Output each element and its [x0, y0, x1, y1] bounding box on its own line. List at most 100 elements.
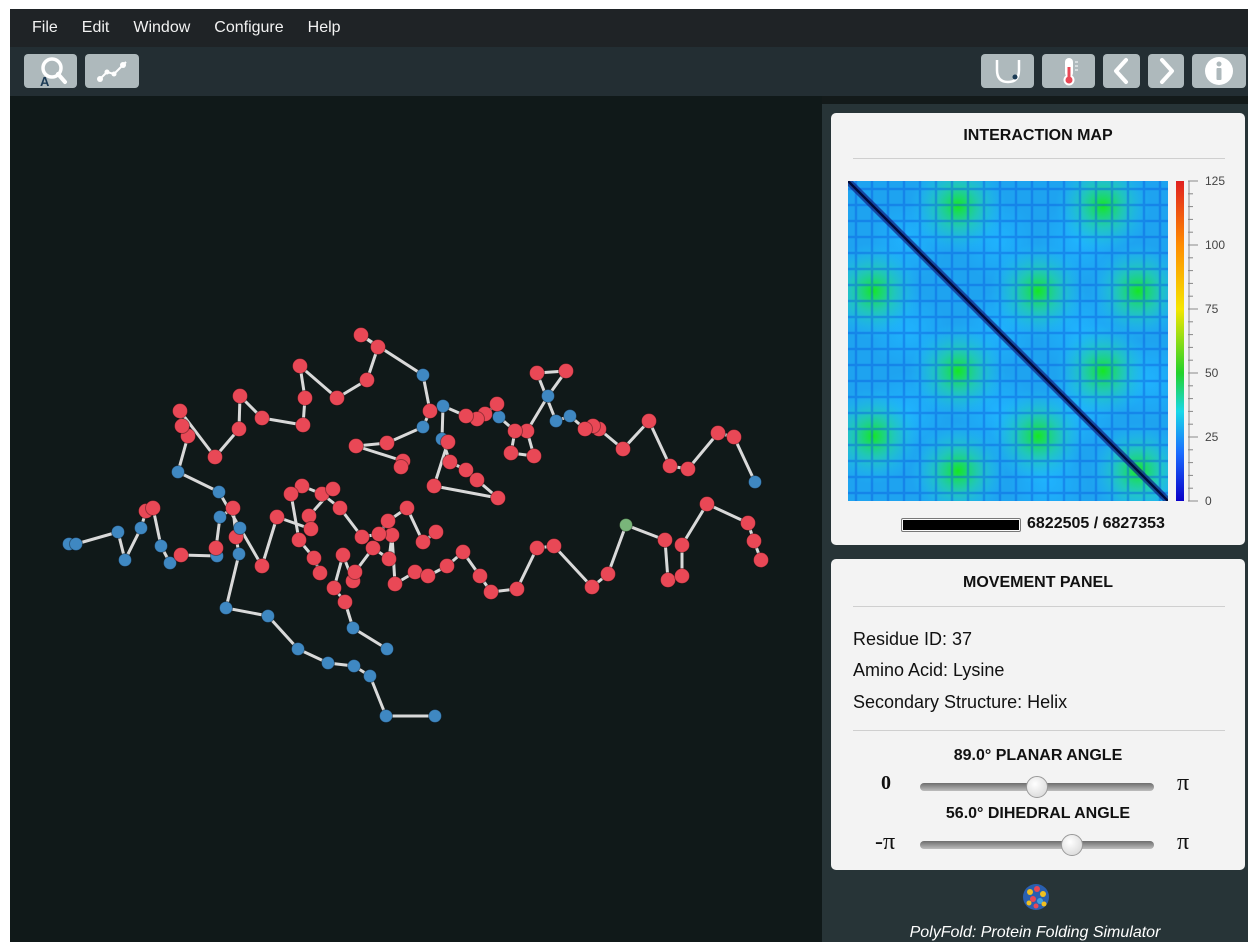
- residue-atom[interactable]: [154, 539, 168, 553]
- temperature-button[interactable]: [1042, 54, 1095, 88]
- residue-atom[interactable]: [261, 609, 275, 623]
- residue-atom[interactable]: [283, 486, 299, 502]
- residue-atom[interactable]: [426, 478, 442, 494]
- residue-atom[interactable]: [232, 388, 248, 404]
- residue-atom[interactable]: [111, 525, 125, 539]
- residue-atom[interactable]: [292, 358, 308, 374]
- residue-atom[interactable]: [615, 441, 631, 457]
- residue-atom[interactable]: [354, 529, 370, 545]
- residue-atom[interactable]: [509, 581, 525, 597]
- residue-atom[interactable]: [428, 524, 444, 540]
- residue-atom[interactable]: [291, 642, 305, 656]
- residue-atom[interactable]: [231, 421, 247, 437]
- protein-viewport[interactable]: [10, 96, 822, 942]
- residue-atom[interactable]: [335, 547, 351, 563]
- residue-atom[interactable]: [416, 368, 430, 382]
- residue-atom[interactable]: [254, 410, 270, 426]
- residue-atom[interactable]: [440, 434, 456, 450]
- residue-atom[interactable]: [503, 445, 519, 461]
- menu-edit[interactable]: Edit: [81, 19, 110, 36]
- menu-file[interactable]: File: [32, 19, 58, 36]
- residue-atom[interactable]: [173, 547, 189, 563]
- residue-atom[interactable]: [680, 461, 696, 477]
- residue-atom[interactable]: [326, 580, 342, 596]
- residue-atom[interactable]: [171, 465, 185, 479]
- energy-button[interactable]: [981, 54, 1034, 88]
- planar-angle-slider-thumb[interactable]: [1026, 776, 1048, 798]
- residue-atom[interactable]: [225, 500, 241, 516]
- residue-atom[interactable]: [546, 538, 562, 554]
- residue-atom[interactable]: [558, 363, 574, 379]
- selected-residue[interactable]: [619, 518, 633, 532]
- residue-atom[interactable]: [371, 526, 387, 542]
- residue-atom[interactable]: [163, 556, 177, 570]
- residue-atom[interactable]: [577, 421, 593, 437]
- residue-atom[interactable]: [753, 552, 769, 568]
- residue-atom[interactable]: [379, 435, 395, 451]
- residue-atom[interactable]: [740, 515, 756, 531]
- residue-atom[interactable]: [297, 390, 313, 406]
- residue-atom[interactable]: [337, 594, 353, 610]
- residue-atom[interactable]: [347, 659, 361, 673]
- residue-atom[interactable]: [269, 509, 285, 525]
- residue-atom[interactable]: [442, 454, 458, 470]
- menu-window[interactable]: Window: [133, 19, 191, 36]
- residue-atom[interactable]: [306, 550, 322, 566]
- residue-atom[interactable]: [641, 413, 657, 429]
- residue-atom[interactable]: [232, 547, 246, 561]
- residue-atom[interactable]: [380, 513, 396, 529]
- residue-atom[interactable]: [370, 339, 386, 355]
- residue-atom[interactable]: [346, 621, 360, 635]
- residue-atom[interactable]: [399, 500, 415, 516]
- residue-atom[interactable]: [365, 540, 381, 556]
- residue-atom[interactable]: [469, 472, 485, 488]
- residue-atom[interactable]: [363, 669, 377, 683]
- interaction-heatmap[interactable]: [848, 181, 1168, 501]
- residue-atom[interactable]: [393, 459, 409, 475]
- residue-atom[interactable]: [492, 410, 506, 424]
- menu-configure[interactable]: Configure: [214, 19, 284, 36]
- residue-atom[interactable]: [312, 565, 328, 581]
- residue-atom[interactable]: [600, 566, 616, 582]
- residue-atom[interactable]: [233, 521, 247, 535]
- residue-atom[interactable]: [387, 576, 403, 592]
- residue-atom[interactable]: [359, 372, 375, 388]
- planar-angle-slider[interactable]: [920, 776, 1154, 798]
- show-chain-button[interactable]: [85, 54, 139, 88]
- residue-atom[interactable]: [420, 568, 436, 584]
- residue-atom[interactable]: [353, 327, 369, 343]
- residue-atom[interactable]: [145, 500, 161, 516]
- residue-atom[interactable]: [584, 579, 600, 595]
- residue-atom[interactable]: [699, 496, 715, 512]
- residue-atom[interactable]: [295, 417, 311, 433]
- residue-atom[interactable]: [69, 537, 83, 551]
- dihedral-angle-slider-thumb[interactable]: [1061, 834, 1084, 856]
- residue-atom[interactable]: [490, 490, 506, 506]
- residue-atom[interactable]: [208, 540, 224, 556]
- residue-atom[interactable]: [254, 558, 270, 574]
- residue-atom[interactable]: [660, 572, 676, 588]
- residue-atom[interactable]: [674, 537, 690, 553]
- residue-atom[interactable]: [325, 481, 341, 497]
- residue-atom[interactable]: [303, 521, 319, 537]
- residue-atom[interactable]: [529, 540, 545, 556]
- residue-atom[interactable]: [489, 396, 505, 412]
- residue-atom[interactable]: [458, 462, 474, 478]
- residue-atom[interactable]: [332, 500, 348, 516]
- previous-residue-button[interactable]: [1103, 54, 1140, 88]
- residue-atom[interactable]: [541, 389, 555, 403]
- residue-atom[interactable]: [455, 544, 471, 560]
- residue-atom[interactable]: [134, 521, 148, 535]
- residue-atom[interactable]: [118, 553, 132, 567]
- residue-atom[interactable]: [379, 709, 393, 723]
- residue-atom[interactable]: [549, 414, 563, 428]
- menu-help[interactable]: Help: [307, 19, 341, 36]
- residue-atom[interactable]: [507, 423, 523, 439]
- next-residue-button[interactable]: [1148, 54, 1184, 88]
- residue-atom[interactable]: [213, 510, 227, 524]
- residue-atom[interactable]: [563, 409, 577, 423]
- residue-atom[interactable]: [329, 390, 345, 406]
- residue-atom[interactable]: [174, 418, 190, 434]
- residue-atom[interactable]: [526, 448, 542, 464]
- protein-structure-graphic[interactable]: [10, 96, 822, 942]
